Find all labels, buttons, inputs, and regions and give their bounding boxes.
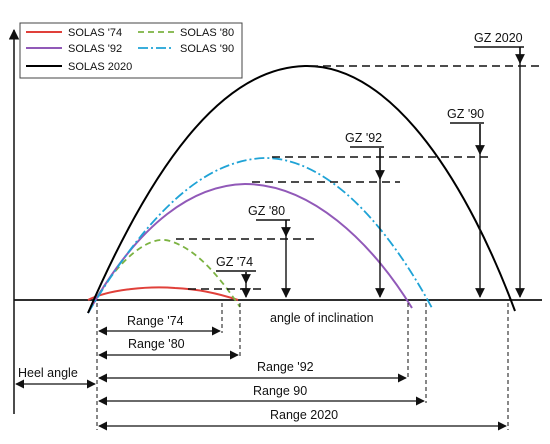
legend-label-2020: SOLAS 2020 <box>68 61 132 73</box>
legend-label-90: SOLAS '90 <box>180 43 234 55</box>
legend-label-74: SOLAS '74 <box>68 27 122 39</box>
gz-74-label: GZ '74 <box>216 255 253 269</box>
range-2020-label: Range 2020 <box>270 408 338 422</box>
curve-solas-2020 <box>87 64 516 314</box>
gz-90-label: GZ '90 <box>447 107 484 121</box>
range-92-label: Range '92 <box>257 360 314 374</box>
heel-angle-label: Heel angle <box>18 366 78 380</box>
range-80-label: Range '80 <box>128 337 185 351</box>
range-74-label: Range '74 <box>127 314 184 328</box>
curve-solas-92 <box>87 182 413 314</box>
x-axis-label: angle of inclination <box>270 311 374 325</box>
gz-80-label: GZ '80 <box>248 204 285 218</box>
gz-2020-label: GZ 2020 <box>474 31 523 45</box>
curve-solas-74 <box>87 286 239 301</box>
gz-92-label: GZ '92 <box>345 131 382 145</box>
legend: SOLAS '74 SOLAS '80 SOLAS '92 SOLAS '90 … <box>19 22 243 79</box>
legend-label-80: SOLAS '80 <box>180 27 234 39</box>
range-90-label: Range 90 <box>253 384 307 398</box>
legend-label-92: SOLAS '92 <box>68 43 122 55</box>
curve-solas-90 <box>87 157 433 314</box>
